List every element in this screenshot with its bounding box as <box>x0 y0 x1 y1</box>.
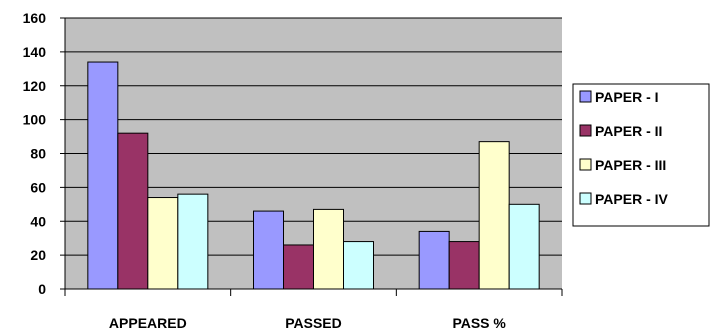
y-tick-label: 40 <box>30 213 46 229</box>
legend-swatch <box>579 158 592 171</box>
bar <box>448 241 480 290</box>
legend-box <box>572 83 710 227</box>
y-axis-ticks: 0 20 40 60 80 100 120 140 160 <box>23 10 65 297</box>
legend-swatch <box>579 90 592 103</box>
legend-label: PAPER - I <box>595 89 659 105</box>
bars <box>87 61 540 290</box>
bar <box>478 141 510 290</box>
bar <box>177 193 209 290</box>
legend-swatch <box>579 124 592 137</box>
y-tick-label: 160 <box>23 10 47 26</box>
y-tick-label: 140 <box>23 44 47 60</box>
legend-swatch <box>579 192 592 205</box>
x-category-label: PASSED <box>285 315 342 331</box>
legend-label: PAPER - II <box>595 123 662 139</box>
legend-label: PAPER - IV <box>595 191 669 207</box>
bar <box>87 61 119 290</box>
bar <box>418 230 450 290</box>
legend-label: PAPER - III <box>595 157 666 173</box>
x-category-label: APPEARED <box>109 315 187 331</box>
y-tick-label: 0 <box>38 281 46 297</box>
bar <box>283 244 314 290</box>
y-tick-label: 20 <box>30 247 46 263</box>
bar <box>313 208 344 290</box>
y-tick-label: 100 <box>23 112 47 128</box>
bar <box>147 197 179 290</box>
bar <box>253 210 284 290</box>
x-axis-ticks: APPEARED PASSED PASS % <box>64 289 563 331</box>
y-tick-label: 60 <box>30 179 46 195</box>
y-tick-label: 120 <box>23 78 47 94</box>
legend: PAPER - I PAPER - II PAPER - III PAPER - IV <box>572 83 710 227</box>
bar <box>117 132 149 290</box>
bar <box>343 241 374 290</box>
x-category-label: PASS % <box>452 315 506 331</box>
y-tick-label: 80 <box>30 146 46 162</box>
bar <box>508 203 540 290</box>
